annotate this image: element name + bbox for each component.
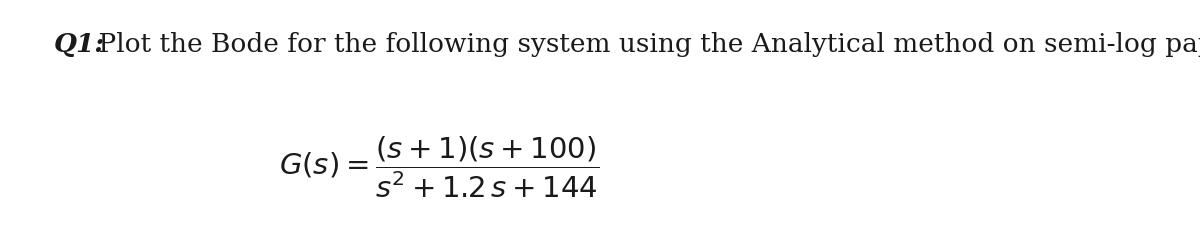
Text: Plot the Bode for the following system using the Analytical method on semi-log p: Plot the Bode for the following system u… — [90, 33, 1200, 58]
Text: Q1:: Q1: — [54, 33, 104, 58]
Text: $G(s) = \dfrac{(s + 1)(s + 100)}{s^2 + 1.2\, s + 144}$: $G(s) = \dfrac{(s + 1)(s + 100)}{s^2 + 1… — [280, 135, 599, 200]
